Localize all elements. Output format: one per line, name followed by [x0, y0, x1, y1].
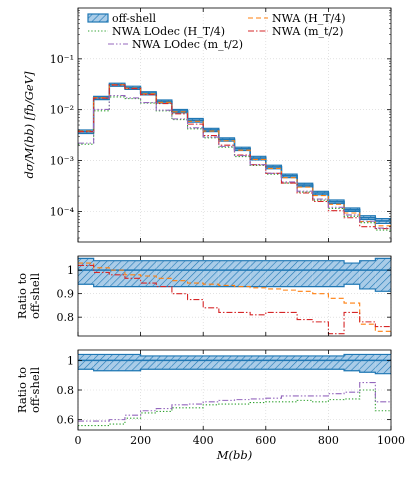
plot-area-ratio1 [78, 257, 391, 335]
band-bin [93, 260, 110, 287]
series-lodec_mt2-ratio2 [78, 382, 391, 422]
band-bin [93, 354, 110, 371]
legend-item-offshell: off-shell [87, 12, 157, 25]
band-bin [375, 258, 391, 292]
series-nwa_ht4-ratio1 [78, 262, 391, 332]
band-bin [328, 260, 345, 287]
band-bin [312, 260, 329, 287]
series-line-lodec_mt2 [78, 382, 391, 422]
band-bin [234, 355, 251, 370]
band-bin [187, 260, 204, 287]
panel-ratio1: 0.8 0.9 1 Ratio tooff-shell [15, 255, 392, 337]
y-tick-label: 1 [67, 264, 74, 277]
band-bin [265, 355, 282, 370]
band-upper-edge [78, 257, 391, 264]
band-bin [312, 355, 329, 370]
band-bin [297, 260, 313, 287]
series-line-nwa_ht4 [78, 262, 391, 332]
band-bin [344, 263, 360, 285]
legend-swatch [87, 13, 109, 23]
y-axis-label-ratio2: Ratio tooff-shell [15, 367, 42, 413]
band-bin [140, 260, 157, 287]
series-offshell-main [78, 82, 391, 225]
series-lodec_mt2-main [78, 94, 391, 229]
band-bin [109, 354, 125, 371]
x-tick-label: 400 [193, 434, 214, 447]
band-bin [187, 355, 204, 370]
y-tick-label: 0.8 [57, 384, 75, 397]
band-bin [140, 355, 157, 370]
y-tick-label: 10⁻³ [50, 155, 74, 168]
x-tick-label: 800 [318, 434, 339, 447]
band-bin [78, 258, 94, 285]
y-tick-label: 1 [67, 354, 74, 367]
band-bin [218, 355, 235, 370]
band-bin [328, 355, 345, 370]
band-bin [265, 260, 282, 287]
y-tick-label: 0.8 [57, 311, 75, 324]
band-bin [250, 260, 266, 287]
x-axis-label: M(bb) [216, 448, 252, 462]
band-bin [234, 260, 251, 287]
band-bin [359, 260, 376, 289]
series-line-nwa_mt2 [78, 264, 391, 335]
band-bin [281, 355, 298, 370]
legend-label: NWA (m_t/2) [272, 25, 343, 38]
band-bin [281, 260, 298, 287]
band-upper-edge [78, 353, 391, 357]
band-bin [375, 354, 391, 374]
legend-label: NWA LOdec (H_T/4) [112, 25, 225, 38]
y-tick-label: 10⁻² [50, 104, 74, 117]
band-bin [124, 354, 141, 371]
panel-main: 10⁻⁴ 10⁻³ 10⁻² 10⁻¹ dσ/M(bb) [fb/GeV] off-she… [22, 7, 392, 243]
y-axis-label-ratio1: Ratio tooff-shell [15, 273, 42, 319]
y-axis-label-main: dσ/M(bb) [fb/GeV] [22, 71, 36, 178]
band-bin [109, 260, 125, 287]
band-bin [171, 260, 188, 287]
y-tick-label: 0.9 [57, 288, 75, 301]
y-tick-label: 0.6 [57, 414, 75, 427]
legend-item-lodec_mt2: NWA LOdec (m_t/2) [108, 38, 243, 51]
y-tick-label: 10⁻¹ [50, 53, 74, 66]
band-bin [344, 354, 360, 371]
legend-label: NWA LOdec (m_t/2) [132, 38, 243, 51]
band-lower-edge [78, 368, 391, 375]
legend-item-nwa_ht4: NWA (H_T/4) [248, 12, 346, 25]
band-bin [297, 355, 313, 370]
legend-label: off-shell [112, 12, 157, 25]
series-offshell-ratio2 [78, 353, 391, 375]
y-tick-label: 10⁻⁴ [50, 205, 75, 218]
series-line-lodec_mt2 [78, 94, 391, 229]
x-tick-label: 1000 [377, 434, 405, 447]
band-bin [203, 260, 219, 287]
axes-frame-ratio1 [77, 255, 392, 337]
band-bin [218, 260, 235, 287]
x-tick-label: 600 [255, 434, 276, 447]
plot-area-main [78, 82, 391, 231]
band-bin [156, 355, 172, 370]
legend-item-nwa_mt2: NWA (m_t/2) [248, 25, 343, 38]
series-line-lodec_ht4 [78, 389, 391, 427]
panel-ratio2: 0.6 0.8 1 Ratio tooff-shell 0 200 400 600 800 100… [15, 349, 405, 462]
band-bin [359, 354, 376, 373]
x-tick-label: 0 [75, 434, 82, 447]
series-offshell-ratio1 [78, 257, 391, 292]
plot-area-ratio2 [78, 353, 391, 427]
legend: off-shell NWA (H_T/4)NWA LOdec (H_T/4) NWA… [87, 12, 346, 51]
series-lodec_ht4-ratio2 [78, 389, 391, 427]
x-tick-label: 200 [130, 434, 151, 447]
legend-label: NWA (H_T/4) [272, 12, 346, 25]
band-bin [203, 355, 219, 370]
band-bin [124, 260, 141, 287]
band-bin [78, 354, 94, 370]
band-bin [171, 355, 188, 370]
band-bin [250, 355, 266, 370]
band-bin [156, 260, 172, 287]
legend-item-lodec_ht4: NWA LOdec (H_T/4) [88, 25, 225, 38]
series-nwa_mt2-ratio1 [78, 264, 391, 335]
